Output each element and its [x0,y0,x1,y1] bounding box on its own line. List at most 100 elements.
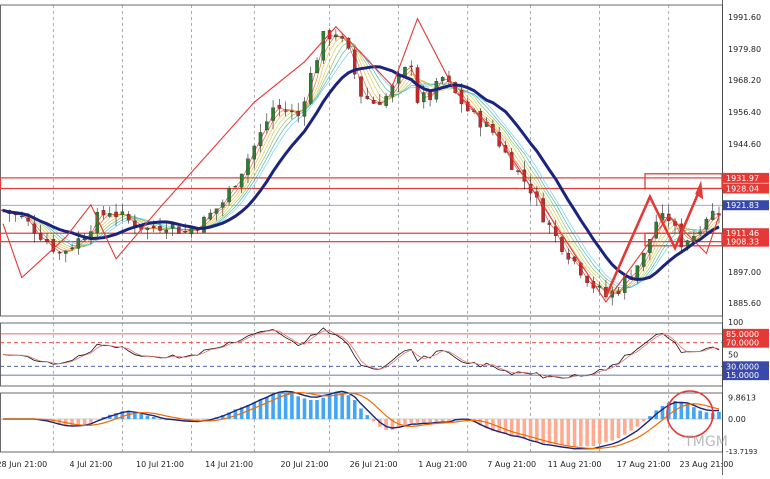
candle-body [428,92,431,100]
macd-tick-label: 0.00 [728,415,746,424]
candle-body [265,122,268,130]
candle-body [642,253,645,266]
rsi-tag-30: 30.0000 [726,362,759,371]
macd-histogram-bar [566,419,570,446]
candle-body [228,188,231,202]
date-tick-label: 23 Aug 21:00 [679,460,733,469]
macd-histogram-bar [717,412,721,419]
date-tick-label: 17 Aug 21:00 [617,460,671,469]
candle-body [58,252,61,253]
candle-body [70,248,73,249]
macd-histogram-bar [642,419,646,421]
macd-histogram-bar [592,419,596,446]
candle-body [190,228,193,233]
macd-histogram-bar [328,396,332,419]
macd-histogram-bar [403,419,407,425]
price-tick-label: 1979.80 [728,45,761,54]
candle-body [127,214,130,220]
candle-body [234,186,237,187]
candle-body [246,159,249,175]
macd-histogram-bar [83,419,87,425]
current-price-tag: 1921.83 [726,201,759,210]
price-tick-label: 1991.60 [728,13,761,22]
macd-histogram-bar [347,395,351,419]
rsi-panel [1,323,723,386]
macd-histogram-bar [146,416,150,419]
date-tick-label: 4 Jul 21:00 [69,460,112,469]
candle-body [152,226,155,228]
watermark-logo: TMGM [683,434,728,450]
price-tick-label: 1885.60 [728,299,761,308]
macd-histogram-bar [265,397,269,419]
ma-fan-line [3,35,719,294]
ma-fan-line [3,35,719,294]
candle-body [573,257,576,261]
candle-body [177,227,180,234]
candle-body [184,231,187,232]
upper-zone-box[interactable] [645,174,722,189]
macd-histogram-bar [315,400,319,419]
candle-body [598,286,601,287]
macd-histogram-bar [139,414,143,419]
date-tick-label: 14 Jul 21:00 [205,460,253,469]
rsi-line [3,328,719,378]
macd-histogram-bar [303,399,307,419]
macd-histogram-bar [428,419,432,423]
macd-histogram-bar [152,417,156,419]
resistance-zone[interactable] [1,178,723,189]
candle-body [27,218,30,221]
macd-histogram-bar [284,392,288,419]
macd-histogram-bar [623,419,627,435]
candle-body [108,213,111,216]
macd-histogram-bar [89,419,93,423]
date-tick-label: 7 Aug 21:00 [487,460,536,469]
candle-body [516,171,519,172]
candle-body [315,60,318,73]
rsi-line [3,330,719,378]
candle-body [548,223,551,225]
candle-body [158,226,161,230]
date-tick-label: 11 Aug 21:00 [548,460,602,469]
candle-body [378,102,381,104]
candle-body [259,132,262,146]
candle-body [297,111,300,115]
resistance-high-tag: 1931.97 [726,174,759,183]
candle-body [221,203,224,208]
rsi-tag-85: 85.0000 [726,330,759,339]
candle-body [479,111,482,127]
macd-histogram-bar [554,419,558,444]
support-low-tag: 1908.33 [726,238,759,247]
price-tick-label: 1968.20 [728,76,761,85]
candle-body [271,108,274,121]
rsi-tag-70: 70.0000 [726,339,759,348]
candle-body [341,36,344,38]
macd-histogram-bar [636,419,640,427]
candle-body [410,66,413,67]
candle-body [215,209,218,214]
macd-histogram-bar [422,419,426,422]
main-price-panel [1,5,723,316]
macd-histogram-bar [610,419,614,441]
macd-histogram-bar [359,408,363,419]
candle-body [322,31,325,60]
macd-histogram-bar [504,419,508,434]
candle-body [711,211,714,220]
candle-body [33,224,36,234]
macd-histogram-bar [384,419,388,430]
macd-histogram-bar [259,399,263,419]
macd-histogram-bar [246,405,250,419]
macd-histogram-bar [441,419,445,422]
candle-body [165,230,168,232]
candle-body [385,96,388,105]
ma-fan-line [3,36,719,292]
macd-histogram-bar [680,402,684,419]
date-tick-label: 28 Jun 21:00 [0,460,47,469]
macd-histogram-bar [365,415,369,419]
candle-body [366,96,369,99]
candle-body [560,237,563,252]
candle-body [567,253,570,259]
macd-histogram-bar [698,411,702,419]
macd-histogram-bar [573,419,577,447]
